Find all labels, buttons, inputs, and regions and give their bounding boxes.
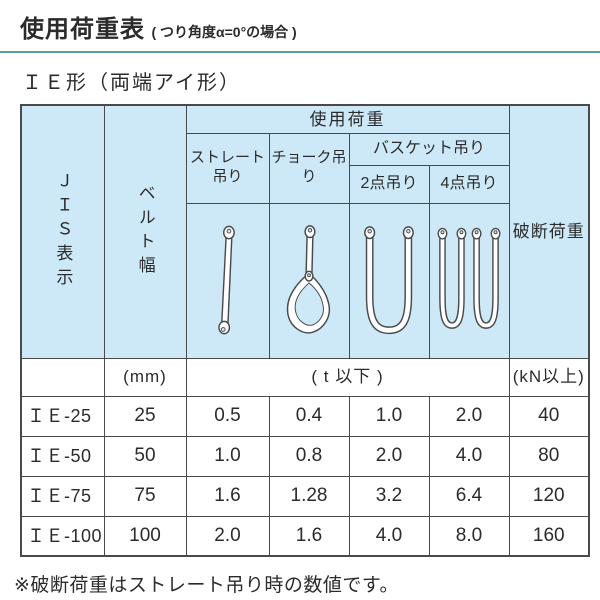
header-row-points: 2点吊り 4点吊り (21, 164, 589, 204)
choke-value: 0.4 (268, 395, 350, 437)
basket2-value: 3.2 (348, 475, 430, 517)
table-row-ie75: ＩＥ-75 75 1.6 1.28 3.2 6.4 120 (20, 475, 590, 517)
working-load-table: ＪＩＳ表示 ベルト幅 使用荷重 破断荷重 ストレート吊り チョーク吊り バスケッ… (20, 104, 590, 557)
table-row-ie25: ＩＥ-25 25 0.5 0.4 1.0 2.0 40 (20, 395, 590, 437)
page-title: 使用荷重表 (20, 16, 145, 43)
basket2-value: 2.0 (348, 435, 430, 477)
unit-working-load: ( t 以下 ) (185, 357, 510, 397)
header-choke: チョーク吊り (268, 132, 350, 204)
choke-value: 0.8 (268, 435, 350, 477)
breaking-value: 80 (508, 435, 590, 477)
jis-label: ＩＥ-75 (20, 475, 105, 517)
footnote-text: ※破断荷重はストレート吊り時の数値です。 (14, 575, 400, 596)
header-basket: バスケット吊り (348, 132, 510, 166)
basket4-value: 2.0 (428, 395, 510, 437)
header-jis-label: ＪＩＳ表示 (53, 171, 73, 292)
straight-value: 1.6 (185, 475, 270, 517)
straight-sling-icon (217, 225, 235, 334)
header-breaking-load: 破断荷重 (508, 104, 590, 359)
choke-value: 1.28 (268, 475, 350, 517)
breaking-value: 40 (508, 395, 590, 437)
unit-belt-width: (mm) (103, 357, 187, 397)
units-row: (mm) ( t 以下 ) (kN以上) (20, 357, 590, 397)
jis-label: ＩＥ-25 (20, 395, 105, 437)
basket-2point-sling-cell (348, 202, 430, 359)
subtitle-text: ＩＥ形（両端アイ形） (22, 72, 241, 94)
choke-value: 1.6 (268, 515, 350, 557)
header-working-load: 使用荷重 (185, 104, 510, 134)
straight-value: 0.5 (185, 395, 270, 437)
header-straight: ストレート吊り (185, 132, 270, 204)
table-row-ie100: ＩＥ-100 100 2.0 1.6 4.0 8.0 160 (20, 515, 590, 557)
choke-sling-cell (268, 202, 350, 359)
header-belt-width: ベルト幅 (103, 104, 187, 359)
header-jis: ＪＩＳ表示 (20, 104, 105, 359)
breaking-value: 160 (508, 515, 590, 557)
basket4-value: 6.4 (428, 475, 510, 517)
unit-jis-empty (20, 357, 105, 397)
breaking-value: 120 (508, 475, 590, 517)
basket2-value: 4.0 (348, 515, 430, 557)
basket4-value: 8.0 (428, 515, 510, 557)
title-note: ( つり角度α=0°の場合 ) (151, 24, 297, 40)
accent-divider (0, 51, 600, 53)
table-row-ie50: ＩＥ-50 50 1.0 0.8 2.0 4.0 80 (20, 435, 590, 477)
straight-sling-cell (185, 202, 270, 359)
belt-value: 25 (103, 395, 187, 437)
choke-sling-icon (286, 224, 330, 334)
belt-value: 50 (103, 435, 187, 477)
basket-2point-sling-icon (364, 225, 414, 334)
straight-value: 1.0 (185, 435, 270, 477)
basket4-value: 4.0 (428, 435, 510, 477)
header-basket-4pt: 4点吊り (428, 164, 510, 204)
belt-value: 75 (103, 475, 187, 517)
unit-breaking-load: (kN以上) (508, 357, 590, 397)
header-row-main: ＪＩＳ表示 ベルト幅 使用荷重 破断荷重 (20, 104, 590, 359)
basket-4point-sling-cell (428, 202, 510, 359)
header-basket-2pt: 2点吊り (348, 164, 430, 204)
header-row-basket: ストレート吊り チョーク吊り バスケット吊り (21, 132, 589, 204)
icon-row (21, 202, 589, 359)
straight-value: 2.0 (185, 515, 270, 557)
basket-4point-sling-icon (437, 227, 501, 329)
belt-value: 100 (103, 515, 187, 557)
jis-label: ＩＥ-50 (20, 435, 105, 477)
basket2-value: 1.0 (348, 395, 430, 437)
title-row: 使用荷重表 ( つり角度α=0°の場合 ) (0, 0, 600, 44)
header-belt-width-label: ベルト幅 (135, 183, 155, 280)
jis-label: ＩＥ-100 (20, 515, 105, 557)
